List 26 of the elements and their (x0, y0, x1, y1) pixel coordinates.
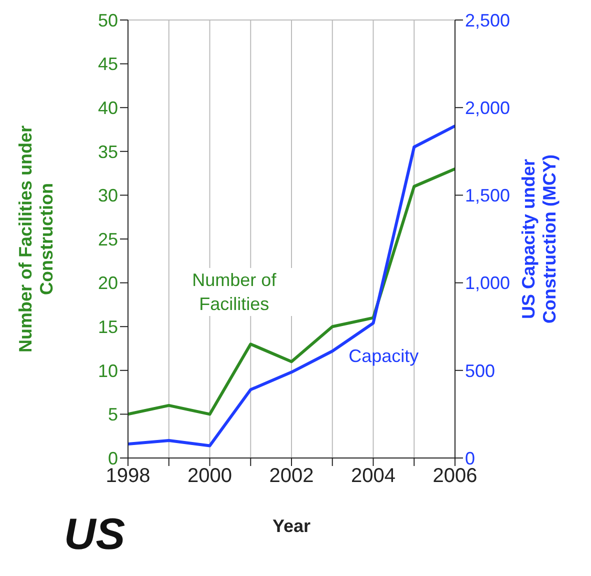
y-tick-label: 50 (98, 10, 118, 30)
line-series (128, 167, 455, 416)
y-tick-label: 20 (98, 273, 118, 294)
y2-tick-label: 1,000 (465, 273, 510, 294)
y2-axis-title: US Capacity under Construction (MCY) (518, 154, 560, 324)
y-tick-label: 30 (98, 186, 118, 206)
x-tick-label: 2002 (269, 465, 314, 488)
text: US (64, 510, 126, 560)
y-tick-label: 40 (98, 98, 118, 118)
series-label: Capacity (348, 344, 419, 368)
y2-tick-label: 1,500 (465, 186, 510, 206)
y2-tick-label: 2,000 (465, 98, 510, 118)
y-tick-label: 45 (98, 54, 118, 74)
line-series (128, 124, 455, 448)
text: Number of Facilities (191, 268, 278, 316)
y-tick-label: 15 (98, 316, 118, 337)
x-axis-title: Year (272, 516, 311, 536)
y-tick-label: 35 (98, 142, 118, 162)
x-tick-label: 2004 (351, 465, 396, 488)
y-tick-label: 25 (98, 229, 118, 250)
y-tick-label: 5 (108, 404, 118, 425)
y-axis-title: Number of Facilities under Construction (16, 125, 56, 353)
y2-tick-label: 500 (465, 360, 496, 381)
x-tick-label: 2000 (188, 465, 232, 488)
y-tick-label: 10 (98, 360, 118, 381)
y2-tick-label: 2,500 (465, 10, 510, 30)
